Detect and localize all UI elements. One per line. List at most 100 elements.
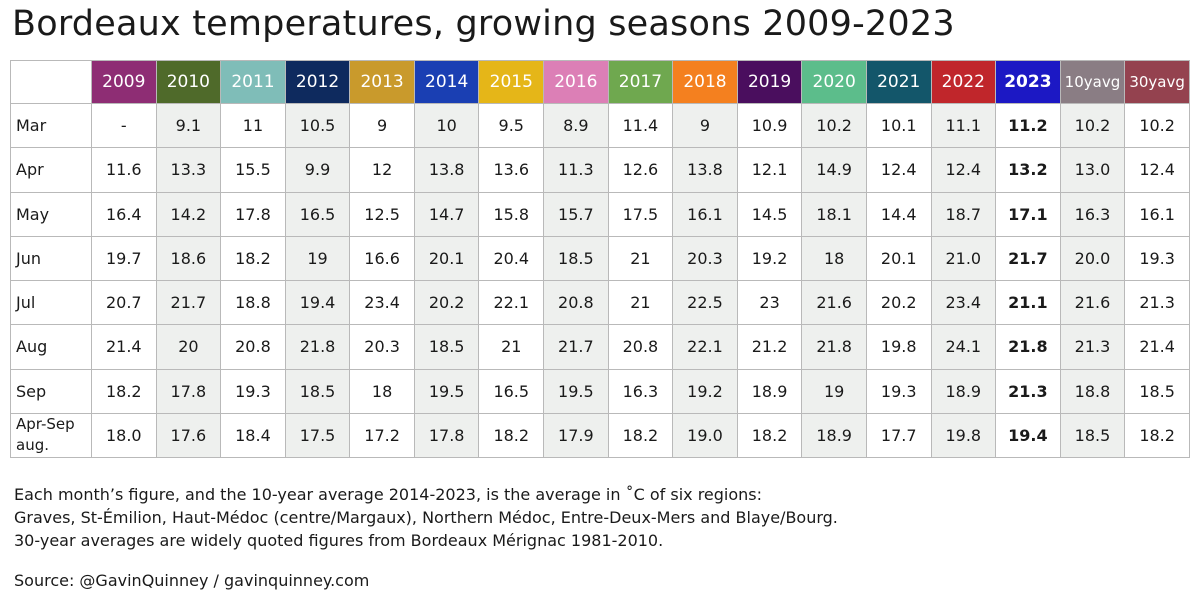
table-cell: 19.7 <box>91 235 157 282</box>
table-cell: 16.1 <box>1124 191 1190 237</box>
table-cell: 18.7 <box>930 191 997 237</box>
table-cell: 18 <box>349 368 415 414</box>
table-cell: 10.2 <box>1059 102 1126 149</box>
table-cell: 19.0 <box>672 412 738 459</box>
source-credit: Source: @GavinQuinney / gavinquinney.com <box>14 571 370 590</box>
table-cell: 18.2 <box>607 412 674 459</box>
table-cell: 18.8 <box>220 279 286 326</box>
table-cell: 15.7 <box>543 191 609 237</box>
table-cell: 21 <box>478 324 545 370</box>
table-cell: 17.5 <box>607 191 674 237</box>
table-cell: 9.5 <box>478 102 545 149</box>
table-cell: 19.2 <box>736 235 803 282</box>
table-cell: 10 <box>413 102 480 149</box>
table-cell: 18.2 <box>220 235 286 282</box>
table-cell: 21.1 <box>995 279 1061 326</box>
table-cell: 22.5 <box>672 279 738 326</box>
table-cell: 23.4 <box>349 279 415 326</box>
column-header-2022: 2022 <box>930 60 997 104</box>
table-cell: 11.6 <box>91 147 157 193</box>
footnote-line-3: 30-year averages are widely quoted figur… <box>14 531 664 550</box>
row-label: May <box>10 191 92 237</box>
table-cell: 17.1 <box>995 191 1061 237</box>
table-cell: 21.0 <box>930 235 997 282</box>
header-corner <box>10 60 92 104</box>
table-cell: 10.1 <box>865 102 932 149</box>
table-cell: 20.3 <box>672 235 738 282</box>
table-cell: 20.2 <box>413 279 480 326</box>
table-cell: 18.2 <box>736 412 803 459</box>
table-cell: 20.7 <box>91 279 157 326</box>
table-cell: 13.8 <box>413 147 480 193</box>
table-cell: 12.4 <box>930 147 997 193</box>
table-cell: 20.8 <box>607 324 674 370</box>
table-cell: 8.9 <box>543 102 609 149</box>
table-cell: 18.2 <box>1124 412 1190 459</box>
table-cell: 9 <box>349 102 415 149</box>
footnote-line-1: Each month’s figure, and the 10-year ave… <box>14 485 763 504</box>
table-cell: 18.4 <box>220 412 286 459</box>
table-cell: 20.3 <box>349 324 415 370</box>
table-cell: 21.8 <box>995 324 1061 370</box>
table-cell: 17.5 <box>284 412 351 459</box>
table-row: Sep 18.2 17.8 19.3 18.5 18 19.5 16.5 19.5 16.3 19.… <box>10 368 1190 414</box>
table-cell: 18.6 <box>155 235 222 282</box>
row-label: Aug <box>10 324 92 370</box>
table-cell: 13.3 <box>155 147 222 193</box>
table-cell: 21.4 <box>1124 324 1190 370</box>
table-row: Jul 20.7 21.7 18.8 19.4 23.4 20.2 22.1 20.8 21 22.… <box>10 279 1190 326</box>
table-cell: 18.2 <box>91 368 157 414</box>
table-cell: 18.9 <box>930 368 997 414</box>
table-cell: 12.4 <box>865 147 932 193</box>
table-cell: 21.8 <box>801 324 867 370</box>
table-cell: 14.2 <box>155 191 222 237</box>
table-cell: 17.8 <box>155 368 222 414</box>
table-cell: 17.2 <box>349 412 415 459</box>
table-cell: 18.5 <box>284 368 351 414</box>
table-cell: 19.8 <box>930 412 997 459</box>
table-cell: 21.3 <box>995 368 1061 414</box>
table-cell: 19.3 <box>865 368 932 414</box>
table-cell: 11.1 <box>930 102 997 149</box>
table-cell: 20.4 <box>478 235 545 282</box>
table-cell: 9.1 <box>155 102 222 149</box>
table-cell: 18.9 <box>801 412 867 459</box>
column-header-2010: 2010 <box>155 60 222 104</box>
table-cell: 13.8 <box>672 147 738 193</box>
table-cell: 16.5 <box>478 368 545 414</box>
table-cell: 18 <box>801 235 867 282</box>
header-row: 2009 2010 2011 2012 2013 2014 2015 2016 2017 2018… <box>10 60 1190 104</box>
table-cell: 21.8 <box>284 324 351 370</box>
table-cell: 10.9 <box>736 102 803 149</box>
row-label: Sep <box>10 368 92 414</box>
table-cell: 16.5 <box>284 191 351 237</box>
row-label: Mar <box>10 102 92 149</box>
table-cell: 10.2 <box>1124 102 1190 149</box>
table-cell: 18.5 <box>1124 368 1190 414</box>
row-label: Jun <box>10 235 92 282</box>
table-cell: 18.2 <box>478 412 545 459</box>
table-cell: 19 <box>284 235 351 282</box>
table-cell: 23 <box>736 279 803 326</box>
table-cell: 18.9 <box>736 368 803 414</box>
table-cell: 14.9 <box>801 147 867 193</box>
table-cell: 11.3 <box>543 147 609 193</box>
column-header-2023: 2023 <box>995 60 1061 104</box>
table-cell: 12.4 <box>1124 147 1190 193</box>
table-cell: 12.5 <box>349 191 415 237</box>
table-cell: 18.8 <box>1059 368 1126 414</box>
column-header-2021: 2021 <box>865 60 932 104</box>
table-cell: 19.5 <box>543 368 609 414</box>
table-cell: 19 <box>801 368 867 414</box>
table-cell: 19.8 <box>865 324 932 370</box>
table-cell: 20.8 <box>543 279 609 326</box>
table-cell: 19.2 <box>672 368 738 414</box>
table-cell: 20 <box>155 324 222 370</box>
table-cell: 19.4 <box>995 412 1061 459</box>
table-cell: 21.7 <box>155 279 222 326</box>
table-cell: 11 <box>220 102 286 149</box>
column-header-2012: 2012 <box>284 60 351 104</box>
table-cell: 21.7 <box>995 235 1061 282</box>
table-cell: 18.5 <box>413 324 480 370</box>
table-cell: 22.1 <box>478 279 545 326</box>
